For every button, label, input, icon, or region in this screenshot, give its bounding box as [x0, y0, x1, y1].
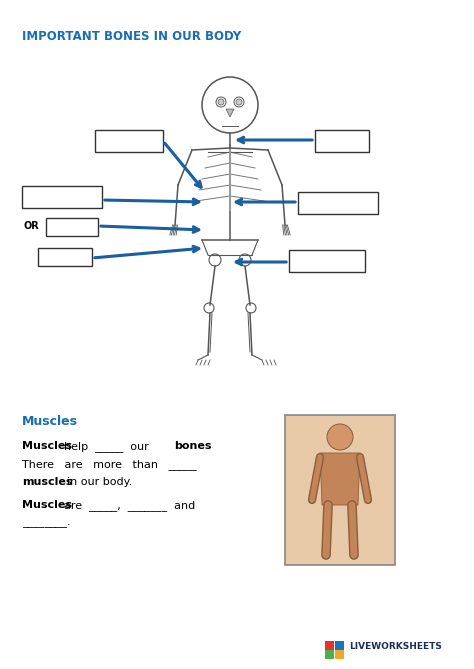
Circle shape — [216, 97, 226, 107]
Text: help  _____  our: help _____ our — [64, 441, 149, 452]
Bar — [335, 650, 344, 659]
Bar — [325, 650, 334, 659]
Bar — [298, 192, 378, 214]
Bar — [325, 641, 334, 650]
Polygon shape — [226, 109, 234, 117]
Bar — [95, 130, 163, 152]
Text: OR: OR — [24, 221, 40, 231]
Circle shape — [218, 99, 224, 105]
Bar — [335, 641, 344, 650]
Text: muscles: muscles — [22, 477, 73, 487]
Text: IMPORTANT BONES IN OUR BODY: IMPORTANT BONES IN OUR BODY — [22, 30, 241, 43]
Circle shape — [234, 97, 244, 107]
Text: Muscles: Muscles — [22, 441, 72, 451]
Circle shape — [236, 99, 242, 105]
Circle shape — [327, 424, 353, 450]
Text: bones: bones — [174, 441, 211, 451]
Text: .: . — [207, 441, 210, 451]
Bar — [38, 248, 92, 266]
Bar — [285, 415, 395, 565]
Text: ________.: ________. — [22, 518, 71, 528]
Bar — [289, 250, 365, 272]
Text: Muscles: Muscles — [22, 500, 72, 510]
Polygon shape — [320, 453, 360, 505]
Text: are  _____,  _______  and: are _____, _______ and — [64, 500, 195, 511]
Bar — [22, 186, 102, 208]
Bar — [315, 130, 369, 152]
Text: in our body.: in our body. — [67, 477, 132, 487]
Bar — [46, 218, 98, 236]
Text: Muscles: Muscles — [22, 415, 78, 428]
Text: LIVEWORKSHEETS: LIVEWORKSHEETS — [349, 642, 442, 651]
Text: There   are   more   than   _____: There are more than _____ — [22, 459, 197, 470]
